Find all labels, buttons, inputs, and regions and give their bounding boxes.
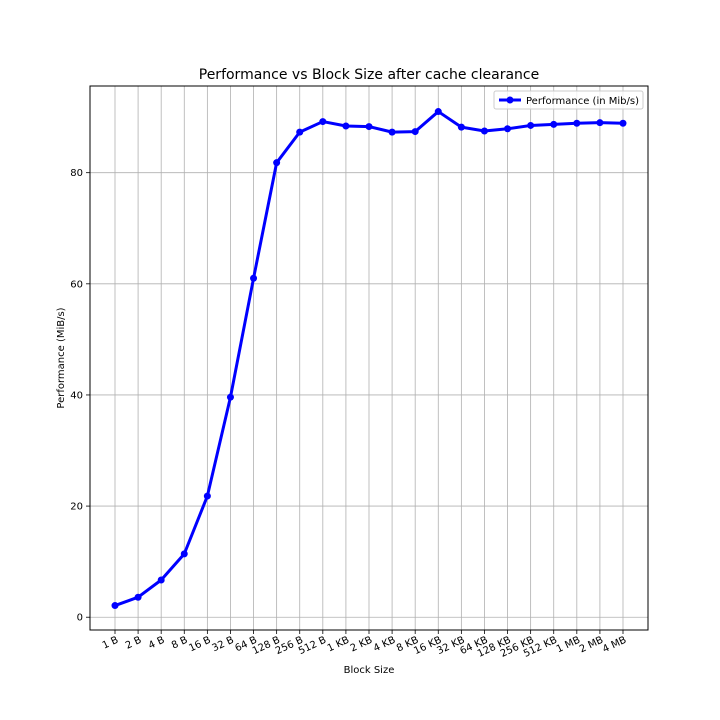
data-point [596, 119, 604, 127]
y-tick-label: 20 [70, 502, 83, 513]
data-point [111, 602, 119, 610]
legend-marker-swatch [506, 96, 514, 104]
y-tick-label: 40 [70, 390, 83, 401]
legend-label: Performance (in Mib/s) [526, 96, 639, 107]
y-tick-label: 0 [77, 613, 83, 624]
data-point [342, 122, 350, 130]
series-layer [111, 108, 627, 610]
y-tick-label: 80 [70, 168, 83, 179]
data-point [180, 550, 188, 558]
data-point [411, 128, 419, 136]
data-point [457, 123, 465, 131]
data-point [203, 492, 211, 500]
data-point [134, 593, 142, 601]
data-point [250, 274, 258, 282]
data-point [296, 128, 304, 136]
data-point [504, 125, 512, 133]
data-point [527, 121, 535, 129]
legend-box [493, 90, 644, 110]
data-point [550, 120, 558, 128]
data-point [226, 393, 234, 401]
chart-title: Performance vs Block Size after cache cl… [199, 67, 539, 83]
data-point [273, 159, 281, 167]
legend: Performance (in Mib/s) [493, 90, 644, 110]
data-point [480, 127, 488, 135]
data-point [573, 119, 581, 127]
y-axis: 0 20 40 60 80 [70, 168, 90, 624]
data-point [365, 123, 373, 131]
grid [90, 86, 648, 630]
data-point [434, 108, 442, 116]
x-axis-label: Block Size [344, 665, 395, 676]
y-axis-label: Performance (MiB/s) [56, 307, 67, 408]
data-point [388, 128, 396, 136]
data-point [319, 118, 327, 126]
y-tick-label: 60 [70, 279, 83, 290]
data-point [157, 576, 165, 584]
data-point [619, 119, 627, 127]
